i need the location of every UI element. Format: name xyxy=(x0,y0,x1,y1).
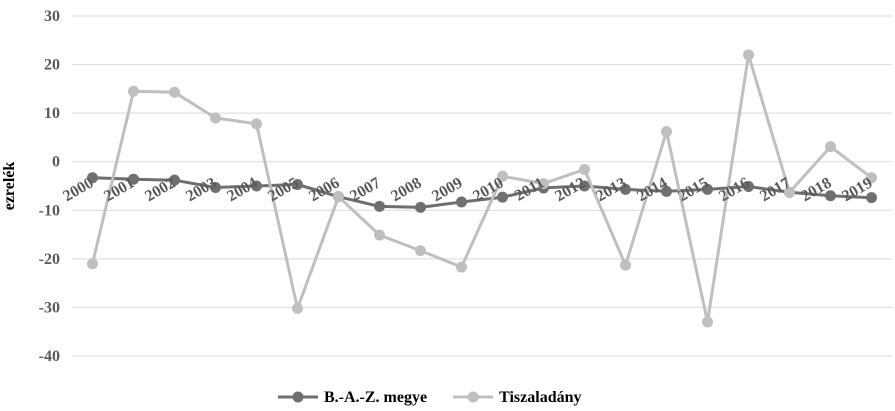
data-point xyxy=(210,112,221,124)
series-line xyxy=(92,176,872,209)
x-tick-label: 2007 xyxy=(347,174,383,205)
data-point xyxy=(497,170,508,182)
data-point xyxy=(866,192,877,204)
data-point xyxy=(251,118,262,130)
data-point xyxy=(702,316,713,328)
data-point xyxy=(743,180,754,192)
data-point xyxy=(456,196,467,208)
data-point xyxy=(702,183,713,195)
legend-label: B.-A.-Z. megye xyxy=(324,389,427,406)
legend-label: Tiszaladány xyxy=(499,389,581,406)
legend-marker xyxy=(292,391,304,403)
x-tick-label: 2005 xyxy=(265,174,301,205)
data-point xyxy=(743,49,754,61)
x-tick-label: 2016 xyxy=(716,174,752,205)
series-line xyxy=(91,53,873,324)
data-point xyxy=(415,245,426,257)
data-point xyxy=(292,302,303,314)
data-point xyxy=(87,258,98,270)
data-point xyxy=(620,259,631,271)
y-axis-ticks: 30 20 10 0 -10 -20 -30 -40 xyxy=(39,8,60,365)
x-tick-label: 2014 xyxy=(634,174,670,205)
x-tick-label: 2015 xyxy=(675,174,711,205)
data-point xyxy=(292,179,303,191)
y-tick-label: -30 xyxy=(39,299,60,316)
data-point xyxy=(251,180,262,192)
data-point xyxy=(784,186,795,198)
data-point xyxy=(825,141,836,153)
y-tick-label: 20 xyxy=(44,57,60,74)
y-tick-label: -20 xyxy=(39,251,60,268)
data-point xyxy=(661,185,672,197)
data-point xyxy=(579,180,590,192)
legend: B.-A.-Z. megye Tiszaladány xyxy=(278,389,582,406)
x-tick-label: 2004 xyxy=(224,174,260,205)
data-point xyxy=(579,163,590,175)
data-point xyxy=(87,172,98,184)
y-tick-label: 10 xyxy=(44,105,60,122)
data-point xyxy=(456,261,467,273)
y-axis-label: ezrelék xyxy=(1,162,18,211)
data-point xyxy=(620,183,631,195)
data-point xyxy=(333,191,344,203)
data-point xyxy=(415,201,426,213)
legend-item-1: B.-A.-Z. megye xyxy=(278,389,427,406)
data-point xyxy=(374,200,385,212)
data-point xyxy=(866,172,877,184)
x-tick-label: 2013 xyxy=(593,174,629,205)
data-point xyxy=(374,229,385,241)
data-point xyxy=(210,181,221,193)
x-tick-label: 2017 xyxy=(757,174,793,205)
legend-item-2: Tiszaladány xyxy=(453,389,582,406)
data-point xyxy=(825,190,836,202)
data-point xyxy=(497,191,508,203)
y-tick-label: 0 xyxy=(52,154,60,171)
x-tick-label: 2008 xyxy=(388,174,424,205)
y-tick-label: -40 xyxy=(39,348,60,365)
x-tick-label: 2003 xyxy=(183,174,219,205)
data-point xyxy=(538,178,549,190)
y-tick-label: 30 xyxy=(44,8,60,25)
y-tick-label: -10 xyxy=(39,202,60,219)
data-point xyxy=(661,126,672,138)
data-point xyxy=(169,86,180,98)
legend-marker xyxy=(467,391,479,403)
data-point xyxy=(128,85,139,97)
data-point xyxy=(128,173,139,185)
data-point xyxy=(169,174,180,186)
series-layer xyxy=(87,49,877,328)
series-2 xyxy=(87,49,877,328)
